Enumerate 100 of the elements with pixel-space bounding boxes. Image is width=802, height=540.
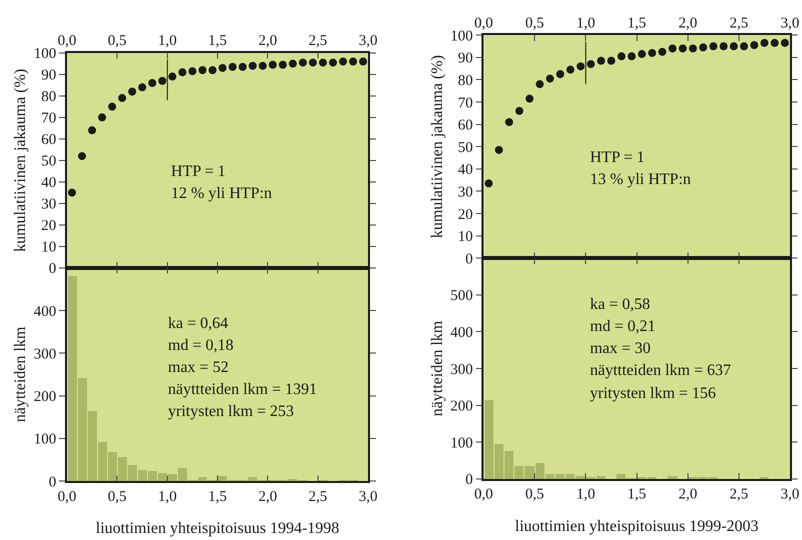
y-tick-label: 0 [465,472,473,488]
x-tick-label: 0,5 [108,33,127,50]
x-tick-label: 2,5 [308,488,328,505]
x-tick-label: 1,0 [158,488,177,505]
point [328,58,337,67]
point [546,74,554,83]
y-tick-label: 200 [450,398,473,415]
point [780,38,789,47]
y-tick-label: 100 [34,432,56,448]
point [505,118,514,126]
point [288,60,297,68]
point [586,60,595,68]
y-tick-label: 0 [48,261,56,278]
y-axis-title: näytteiden lkm [12,326,30,422]
x-tick-label: 2,0 [678,486,698,503]
y-axis-title: kumulatiivinen jakauma (%) [428,55,446,238]
point [699,43,708,52]
y-tick-label: 20 [41,218,56,234]
point [770,38,779,47]
x-tick-label: 3,0 [358,488,378,505]
x-tick-label: 0,5 [108,488,127,505]
point [88,126,96,134]
x-tick-label: 1,5 [208,488,227,505]
x-tick-label: 2,5 [730,15,748,32]
point [648,48,656,57]
annotation: HTP = 1 [590,149,645,166]
point [526,94,534,103]
annotation: näyttteiden lkm = 1391 [168,381,317,398]
y-tick-label: 10 [458,229,473,246]
annotation: ka = 0,58 [590,296,650,313]
point [484,179,493,188]
x-tick-label: 0,0 [58,488,76,505]
x-tick-label: 0,0 [474,15,493,32]
x-tick-label: 1,5 [208,33,227,50]
point [268,60,277,69]
y-tick-label: 0 [465,251,473,268]
point [638,50,646,58]
annotation: max = 30 [590,340,651,357]
x-tick-label: 3,0 [780,15,800,32]
x-axis-title: liuottimien yhteispitoisuus 1994-1998 [96,520,340,538]
point [308,58,317,67]
point [228,62,237,71]
point [128,88,136,96]
x-tick-label: 2,5 [730,486,748,503]
x-tick-label: 3,0 [780,486,800,503]
y-tick-label: 500 [450,288,473,304]
point [668,44,677,52]
annotation: näyttteiden lkm = 637 [590,362,731,379]
y-tick-label: 90 [458,50,473,67]
point [158,76,166,85]
annotation: md = 0,21 [590,318,656,335]
y-tick-label: 10 [41,240,56,256]
y-axis-title: kumulatiivinen jakauma (%) [12,68,30,252]
y-tick-label: 400 [34,304,56,320]
point [597,56,606,65]
x-tick-label: 2,5 [308,33,328,50]
annotation: md = 0,18 [168,337,234,354]
y-axis-title: näytteiden lkm [428,320,446,416]
y-tick-label: 100 [34,46,56,62]
point [278,60,287,69]
y-tick-label: 100 [450,28,473,44]
point [688,44,697,52]
point [720,42,728,50]
point [188,67,196,76]
point [178,68,186,76]
x-tick-label: 0,0 [474,486,493,503]
x-tick-label: 1,0 [576,15,596,32]
point [78,152,86,160]
y-tick-label: 0 [48,474,56,490]
y-tick-label: 200 [34,389,56,406]
point [494,146,503,154]
y-tick-label: 80 [41,89,56,106]
x-axis-title: liuottimien yhteispitoisuus 1999-2003 [515,518,759,535]
point [118,94,126,102]
point [628,52,636,60]
annotation: HTP = 1 [171,163,226,180]
y-tick-label: 100 [450,435,473,452]
point [566,66,574,74]
x-tick-label: 2,0 [258,33,278,50]
point [339,58,348,66]
point [318,58,327,67]
y-tick-label: 20 [458,206,473,223]
point [298,58,307,67]
y-tick-label: 90 [41,68,56,84]
point [238,62,247,71]
point [359,58,368,66]
x-tick-label: 0,0 [58,33,76,50]
point [576,62,585,70]
point [709,42,718,50]
x-tick-label: 3,0 [358,33,378,50]
annotation: ka = 0,64 [168,315,228,332]
x-tick-label: 2,0 [258,488,278,505]
annotation: 13 % yli HTP:n [590,171,691,188]
point [168,72,176,81]
point [218,64,227,72]
point [607,56,616,65]
point [750,41,758,50]
point [515,106,524,115]
point [138,83,146,92]
y-tick-label: 70 [458,95,473,112]
